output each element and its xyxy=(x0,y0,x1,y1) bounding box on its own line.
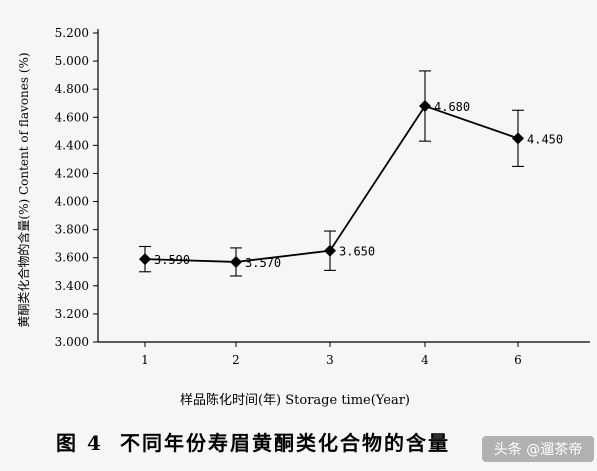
y-axis-label: 黄酮类化合物的含量(%) Content of flavones (%) xyxy=(16,52,31,327)
data-label: 4.450 xyxy=(527,132,563,146)
y-tick-label: 3.000 xyxy=(55,335,89,349)
y-tick-label: 5.000 xyxy=(55,54,89,68)
y-tick-label: 4.400 xyxy=(55,138,89,152)
series-line xyxy=(144,104,519,263)
y-tick-label: 4.800 xyxy=(55,82,89,96)
watermark: 头条 @遛茶帝 xyxy=(482,436,594,462)
series xyxy=(139,70,524,277)
y-axis-ticks: 3.000 3.200 3.400 3.600 3.800 4.000 4.200 4.400… xyxy=(55,26,98,349)
figure-number: 图 4 xyxy=(56,431,103,455)
y-tick-label: 3.600 xyxy=(55,251,89,265)
x-tick-label: 1 xyxy=(141,353,149,367)
y-tick-label: 3.800 xyxy=(55,223,89,237)
y-tick-label: 3.200 xyxy=(55,307,89,321)
y-tick-label: 5.200 xyxy=(55,26,89,40)
data-point-marker xyxy=(324,244,336,257)
data-label: 3.650 xyxy=(339,245,375,259)
x-tick-label: 6 xyxy=(514,353,522,367)
data-label: 4.680 xyxy=(434,100,470,114)
data-point-marker xyxy=(419,100,431,113)
x-tick-label: 3 xyxy=(326,353,334,367)
x-tick-label: 4 xyxy=(421,353,429,367)
y-tick-label: 4.200 xyxy=(55,166,89,180)
figure-caption: 图 4 不同年份寿眉黄酮类化合物的含量 xyxy=(0,420,597,460)
x-axis-ticks: 1 2 3 4 6 xyxy=(141,342,522,367)
data-label: 3.570 xyxy=(245,256,281,270)
data-point-marker xyxy=(139,253,151,266)
x-axis-label: 样品陈化时间(年) Storage time(Year) xyxy=(180,392,410,408)
y-tick-label: 3.400 xyxy=(55,279,89,293)
y-tick-label: 4.600 xyxy=(55,110,89,124)
axes xyxy=(97,29,590,343)
data-point-marker xyxy=(512,132,524,145)
figure-title: 不同年份寿眉黄酮类化合物的含量 xyxy=(120,431,450,455)
data-point-marker xyxy=(230,255,242,268)
x-tick-label: 2 xyxy=(232,353,240,367)
y-tick-label: 4.000 xyxy=(55,195,89,209)
watermark-text: 头条 @遛茶帝 xyxy=(493,442,583,458)
data-label: 3.590 xyxy=(154,253,190,267)
data-labels: 3.590 3.570 3.650 4.680 4.450 xyxy=(154,100,563,270)
